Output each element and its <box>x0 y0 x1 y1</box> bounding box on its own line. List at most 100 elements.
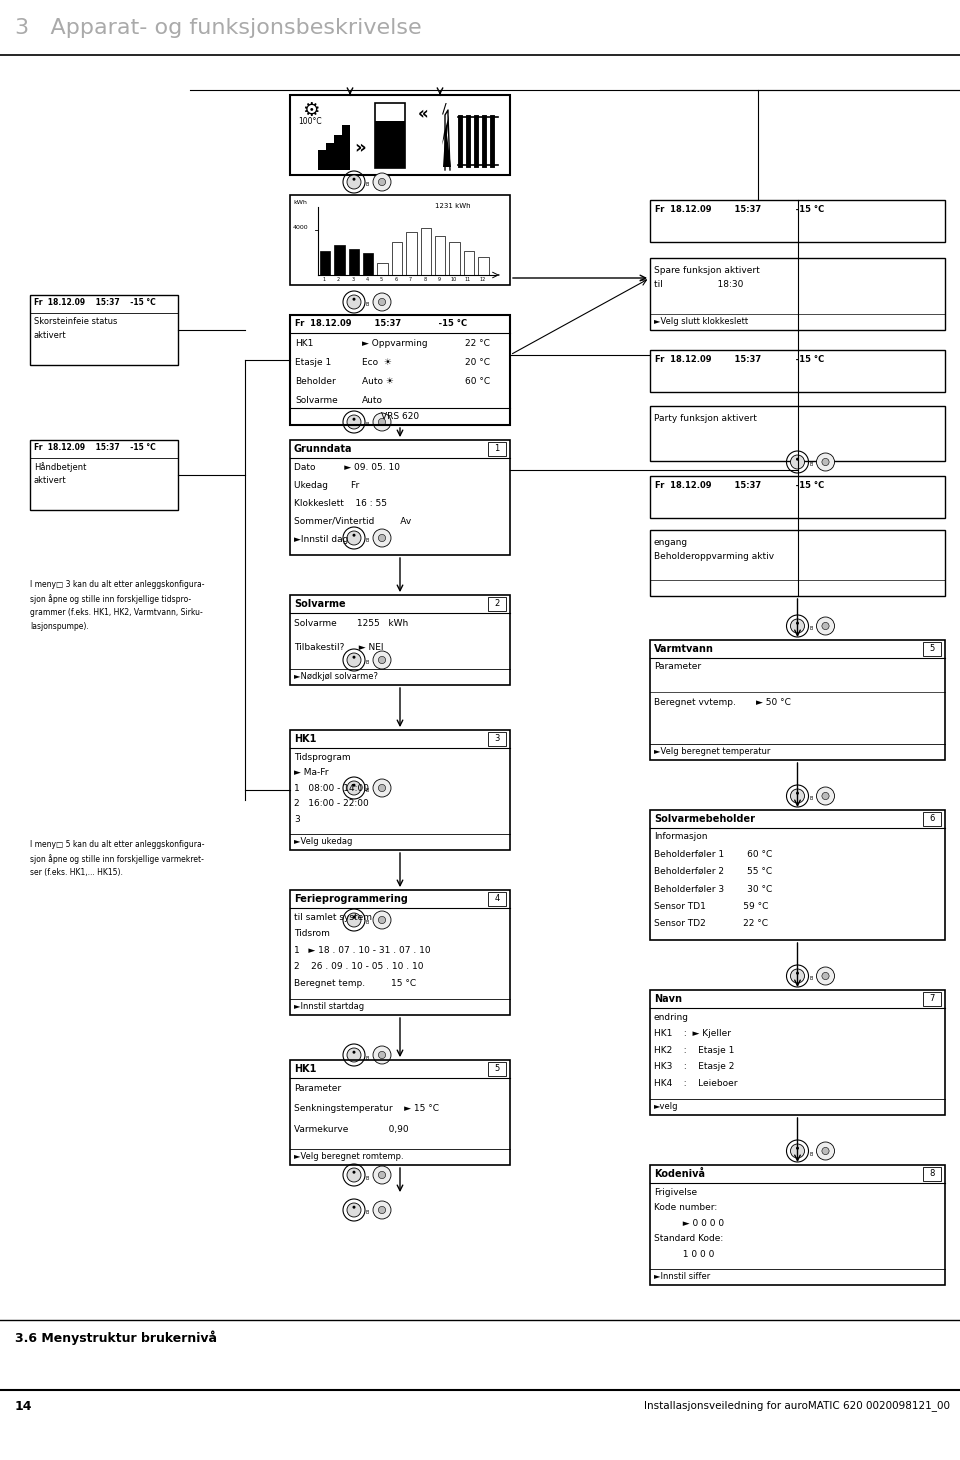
Bar <box>377 263 388 274</box>
Text: B: B <box>809 1152 813 1156</box>
Text: B: B <box>366 302 370 308</box>
Circle shape <box>347 415 361 429</box>
Text: kWh: kWh <box>293 200 307 204</box>
Text: Sensor TD2             22 °C: Sensor TD2 22 °C <box>654 920 768 929</box>
Text: ►Velg ukedag: ►Velg ukedag <box>294 837 352 845</box>
Text: B: B <box>809 977 813 981</box>
Text: Frigivelse: Frigivelse <box>654 1188 697 1197</box>
Text: Kode number:: Kode number: <box>654 1203 717 1212</box>
Bar <box>478 257 489 274</box>
Bar <box>290 315 510 425</box>
Text: Solvarme: Solvarme <box>295 396 338 404</box>
Text: Beholderføler 2        55 °C: Beholderføler 2 55 °C <box>654 867 772 876</box>
Text: Informasjon: Informasjon <box>654 832 708 841</box>
Text: 1   08:00 - 14:00: 1 08:00 - 14:00 <box>294 784 369 793</box>
Circle shape <box>378 178 386 185</box>
Bar <box>348 248 359 274</box>
Circle shape <box>373 1045 391 1064</box>
Text: engang: engang <box>654 537 688 548</box>
Bar <box>326 143 334 169</box>
Text: Fr  18.12.09        15:37            -15 °C: Fr 18.12.09 15:37 -15 °C <box>655 204 825 215</box>
Circle shape <box>790 1145 804 1158</box>
Text: Sommer/Vintertid         Av: Sommer/Vintertid Av <box>294 517 411 526</box>
Text: HK1: HK1 <box>294 734 317 745</box>
Circle shape <box>352 418 355 420</box>
Text: 3   Apparat- og funksjonsbeskrivelse: 3 Apparat- og funksjonsbeskrivelse <box>15 18 421 38</box>
Circle shape <box>347 295 361 310</box>
Bar <box>650 530 945 596</box>
Text: 7: 7 <box>929 994 935 1003</box>
Text: B: B <box>366 1056 370 1060</box>
Bar <box>30 295 178 365</box>
Text: Beregnet temp.         15 °C: Beregnet temp. 15 °C <box>294 978 416 987</box>
Text: 3: 3 <box>294 815 300 823</box>
Text: Grunndata: Grunndata <box>294 444 352 454</box>
Text: B: B <box>366 182 370 187</box>
Circle shape <box>822 972 829 980</box>
Text: 12: 12 <box>479 277 486 282</box>
Bar <box>320 251 330 274</box>
Bar <box>650 258 945 330</box>
Bar <box>923 642 941 656</box>
Circle shape <box>790 969 804 983</box>
Bar <box>464 251 474 274</box>
Circle shape <box>378 1206 386 1213</box>
Text: til samlet system: til samlet system <box>294 912 372 923</box>
Text: Beregnet vvtemp.       ► 50 °C: Beregnet vvtemp. ► 50 °C <box>654 698 791 708</box>
Text: Ukedag        Fr: Ukedag Fr <box>294 480 359 491</box>
Bar <box>650 1165 945 1285</box>
Text: ►Velg beregnet romtemp.: ►Velg beregnet romtemp. <box>294 1152 403 1161</box>
Circle shape <box>817 1142 834 1161</box>
Bar <box>290 730 510 850</box>
Text: Kodenivå: Kodenivå <box>654 1169 705 1180</box>
Text: 9: 9 <box>438 277 441 282</box>
Circle shape <box>822 1148 829 1155</box>
Bar <box>923 1167 941 1181</box>
Text: B: B <box>809 463 813 467</box>
Bar <box>488 442 506 456</box>
Text: ⚙: ⚙ <box>302 101 320 120</box>
Text: 3: 3 <box>494 734 500 743</box>
Bar <box>290 891 510 1015</box>
Bar <box>650 810 945 940</box>
Text: Tilbakestil?     ► NEI: Tilbakestil? ► NEI <box>294 644 383 653</box>
Circle shape <box>347 781 361 796</box>
Bar <box>650 639 945 761</box>
Circle shape <box>373 172 391 191</box>
Text: «: « <box>418 105 429 123</box>
Bar <box>420 228 431 274</box>
Polygon shape <box>442 112 451 166</box>
Circle shape <box>373 293 391 311</box>
Bar <box>334 134 342 169</box>
Text: Beholderføler 3        30 °C: Beholderføler 3 30 °C <box>654 885 772 894</box>
Text: 1: 1 <box>494 444 499 453</box>
Circle shape <box>373 911 391 929</box>
Circle shape <box>352 656 355 658</box>
Circle shape <box>378 1051 386 1058</box>
Text: B: B <box>366 539 370 543</box>
Text: Etasje 1: Etasje 1 <box>295 358 331 366</box>
Bar <box>290 596 510 685</box>
Text: Fr  18.12.09        15:37            -15 °C: Fr 18.12.09 15:37 -15 °C <box>655 480 825 491</box>
Text: Håndbetjent: Håndbetjent <box>34 461 86 472</box>
Bar <box>488 731 506 746</box>
Circle shape <box>352 534 355 537</box>
Text: ►Velg slutt klokkeslett: ►Velg slutt klokkeslett <box>654 317 748 326</box>
Text: Spare funksjon aktivert: Spare funksjon aktivert <box>654 266 759 274</box>
Text: ►Innstil siffer: ►Innstil siffer <box>654 1272 710 1280</box>
Text: B: B <box>366 1210 370 1216</box>
Bar <box>342 126 350 169</box>
Bar <box>363 254 373 274</box>
Circle shape <box>347 1203 361 1218</box>
Text: HK1    :  ► Kjeller: HK1 : ► Kjeller <box>654 1029 731 1038</box>
Circle shape <box>790 619 804 634</box>
Text: 2: 2 <box>494 599 499 607</box>
Text: Fr  18.12.09    15:37    -15 °C: Fr 18.12.09 15:37 -15 °C <box>34 298 156 307</box>
Circle shape <box>352 178 355 181</box>
Text: 6: 6 <box>395 277 397 282</box>
Text: grammer (f.eks. HK1, HK2, Varmtvann, Sirku-: grammer (f.eks. HK1, HK2, Varmtvann, Sir… <box>30 607 203 618</box>
Text: ►Innstil dag: ►Innstil dag <box>294 534 348 543</box>
Text: I meny□ 5 kan du alt etter anleggskonfigura-: I meny□ 5 kan du alt etter anleggskonfig… <box>30 839 204 850</box>
Text: 60 °C: 60 °C <box>465 377 491 385</box>
Circle shape <box>378 1171 386 1178</box>
